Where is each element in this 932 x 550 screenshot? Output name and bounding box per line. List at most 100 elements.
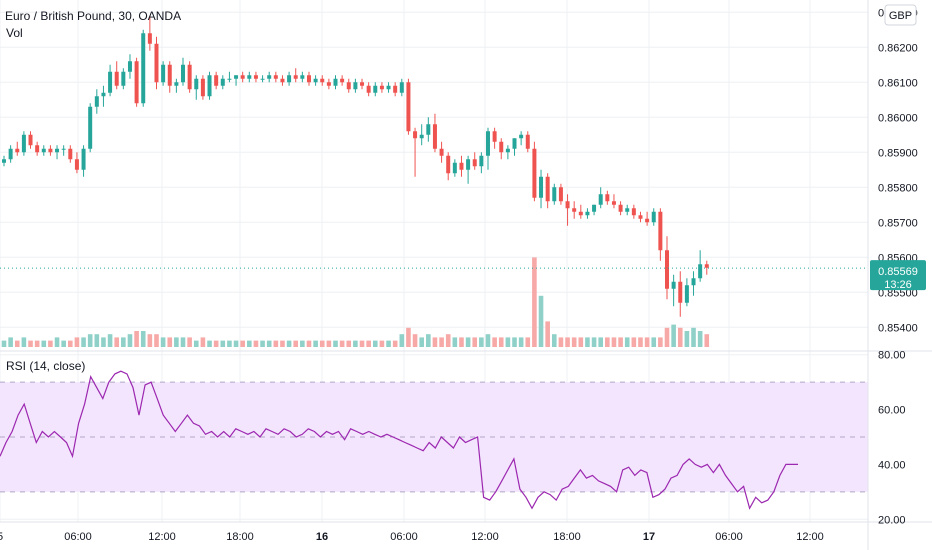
candle[interactable] (207, 71, 212, 100)
candle[interactable] (2, 155, 6, 167)
candle[interactable] (346, 78, 351, 93)
candle[interactable] (631, 204, 636, 219)
candle[interactable] (8, 145, 13, 163)
candle[interactable] (121, 68, 126, 90)
candle[interactable] (665, 236, 669, 300)
candle[interactable] (214, 71, 219, 90)
candle[interactable] (459, 155, 464, 177)
candle[interactable] (220, 75, 225, 90)
candlesticks[interactable] (2, 15, 709, 317)
candle[interactable] (320, 75, 325, 86)
candle[interactable] (539, 169, 544, 209)
candle[interactable] (678, 271, 683, 317)
candle[interactable] (393, 82, 398, 97)
candle[interactable] (260, 75, 265, 83)
candle[interactable] (340, 75, 345, 86)
candle[interactable] (698, 250, 703, 282)
candle[interactable] (147, 15, 152, 51)
candle[interactable] (684, 278, 689, 307)
candle[interactable] (466, 155, 471, 184)
candle[interactable] (373, 82, 378, 97)
candle[interactable] (432, 113, 437, 153)
candle[interactable] (426, 117, 431, 142)
candle[interactable] (419, 124, 424, 146)
candle[interactable] (61, 145, 66, 156)
candle[interactable] (81, 145, 86, 177)
candle[interactable] (127, 54, 132, 79)
candle[interactable] (161, 61, 166, 86)
candle[interactable] (446, 152, 451, 181)
candle[interactable] (273, 71, 278, 83)
candle[interactable] (247, 71, 252, 83)
candle[interactable] (618, 201, 623, 216)
candle[interactable] (704, 260, 709, 275)
candle[interactable] (472, 152, 477, 170)
candle[interactable] (306, 71, 311, 86)
candle[interactable] (74, 152, 79, 174)
candle[interactable] (101, 85, 106, 107)
rsi-axis[interactable]: 80.00 60.00 40.00 20.00 (878, 350, 906, 527)
candle[interactable] (406, 78, 411, 135)
candle[interactable] (545, 173, 550, 209)
candle[interactable] (48, 145, 53, 156)
candle[interactable] (611, 194, 616, 209)
candle[interactable] (525, 131, 530, 153)
candle[interactable] (386, 82, 391, 93)
candle[interactable] (638, 211, 643, 223)
candle[interactable] (114, 61, 119, 90)
candle[interactable] (68, 145, 73, 163)
candle[interactable] (167, 61, 172, 93)
candle[interactable] (267, 71, 272, 83)
candle[interactable] (485, 127, 490, 170)
candle[interactable] (658, 208, 663, 261)
candle[interactable] (439, 141, 444, 163)
currency-button[interactable]: GBP (884, 4, 917, 26)
candle[interactable] (598, 187, 603, 209)
candle[interactable] (88, 103, 93, 153)
candle[interactable] (565, 194, 570, 226)
candle[interactable] (366, 82, 371, 97)
candle[interactable] (55, 145, 60, 160)
candle[interactable] (194, 75, 199, 100)
candle[interactable] (28, 131, 33, 149)
candle[interactable] (585, 208, 590, 219)
candle[interactable] (572, 201, 577, 219)
candle[interactable] (552, 183, 557, 205)
candle[interactable] (592, 204, 597, 216)
candle[interactable] (154, 36, 159, 90)
candle[interactable] (360, 78, 365, 90)
candle[interactable] (651, 208, 656, 226)
candle[interactable] (532, 141, 537, 202)
candle[interactable] (479, 152, 484, 174)
candle[interactable] (280, 75, 285, 86)
candle[interactable] (333, 75, 338, 90)
candle[interactable] (200, 75, 205, 100)
candle[interactable] (227, 71, 232, 83)
candle[interactable] (671, 274, 676, 307)
candle[interactable] (645, 211, 650, 226)
candle[interactable] (141, 29, 146, 107)
candle[interactable] (181, 57, 186, 86)
candle[interactable] (353, 78, 358, 93)
candle[interactable] (293, 68, 298, 83)
candle[interactable] (499, 138, 504, 160)
candle[interactable] (300, 71, 305, 83)
time-axis[interactable]: 5 06:00 12:00 18:00 16 06:00 12:00 18:00 17 06:00… (0, 531, 824, 543)
candle[interactable] (35, 141, 40, 156)
candle[interactable] (234, 75, 239, 86)
candle[interactable] (21, 131, 26, 156)
candle[interactable] (326, 78, 331, 90)
candle[interactable] (625, 204, 630, 216)
candle[interactable] (134, 57, 139, 107)
candle[interactable] (15, 141, 20, 156)
candle[interactable] (691, 271, 696, 296)
candle[interactable] (452, 159, 457, 177)
candle[interactable] (379, 82, 384, 93)
candle[interactable] (41, 145, 46, 156)
candle[interactable] (287, 71, 292, 86)
candle[interactable] (94, 89, 99, 114)
candle[interactable] (512, 138, 517, 156)
candle[interactable] (505, 145, 510, 160)
candle[interactable] (519, 131, 524, 146)
candle[interactable] (399, 78, 404, 97)
